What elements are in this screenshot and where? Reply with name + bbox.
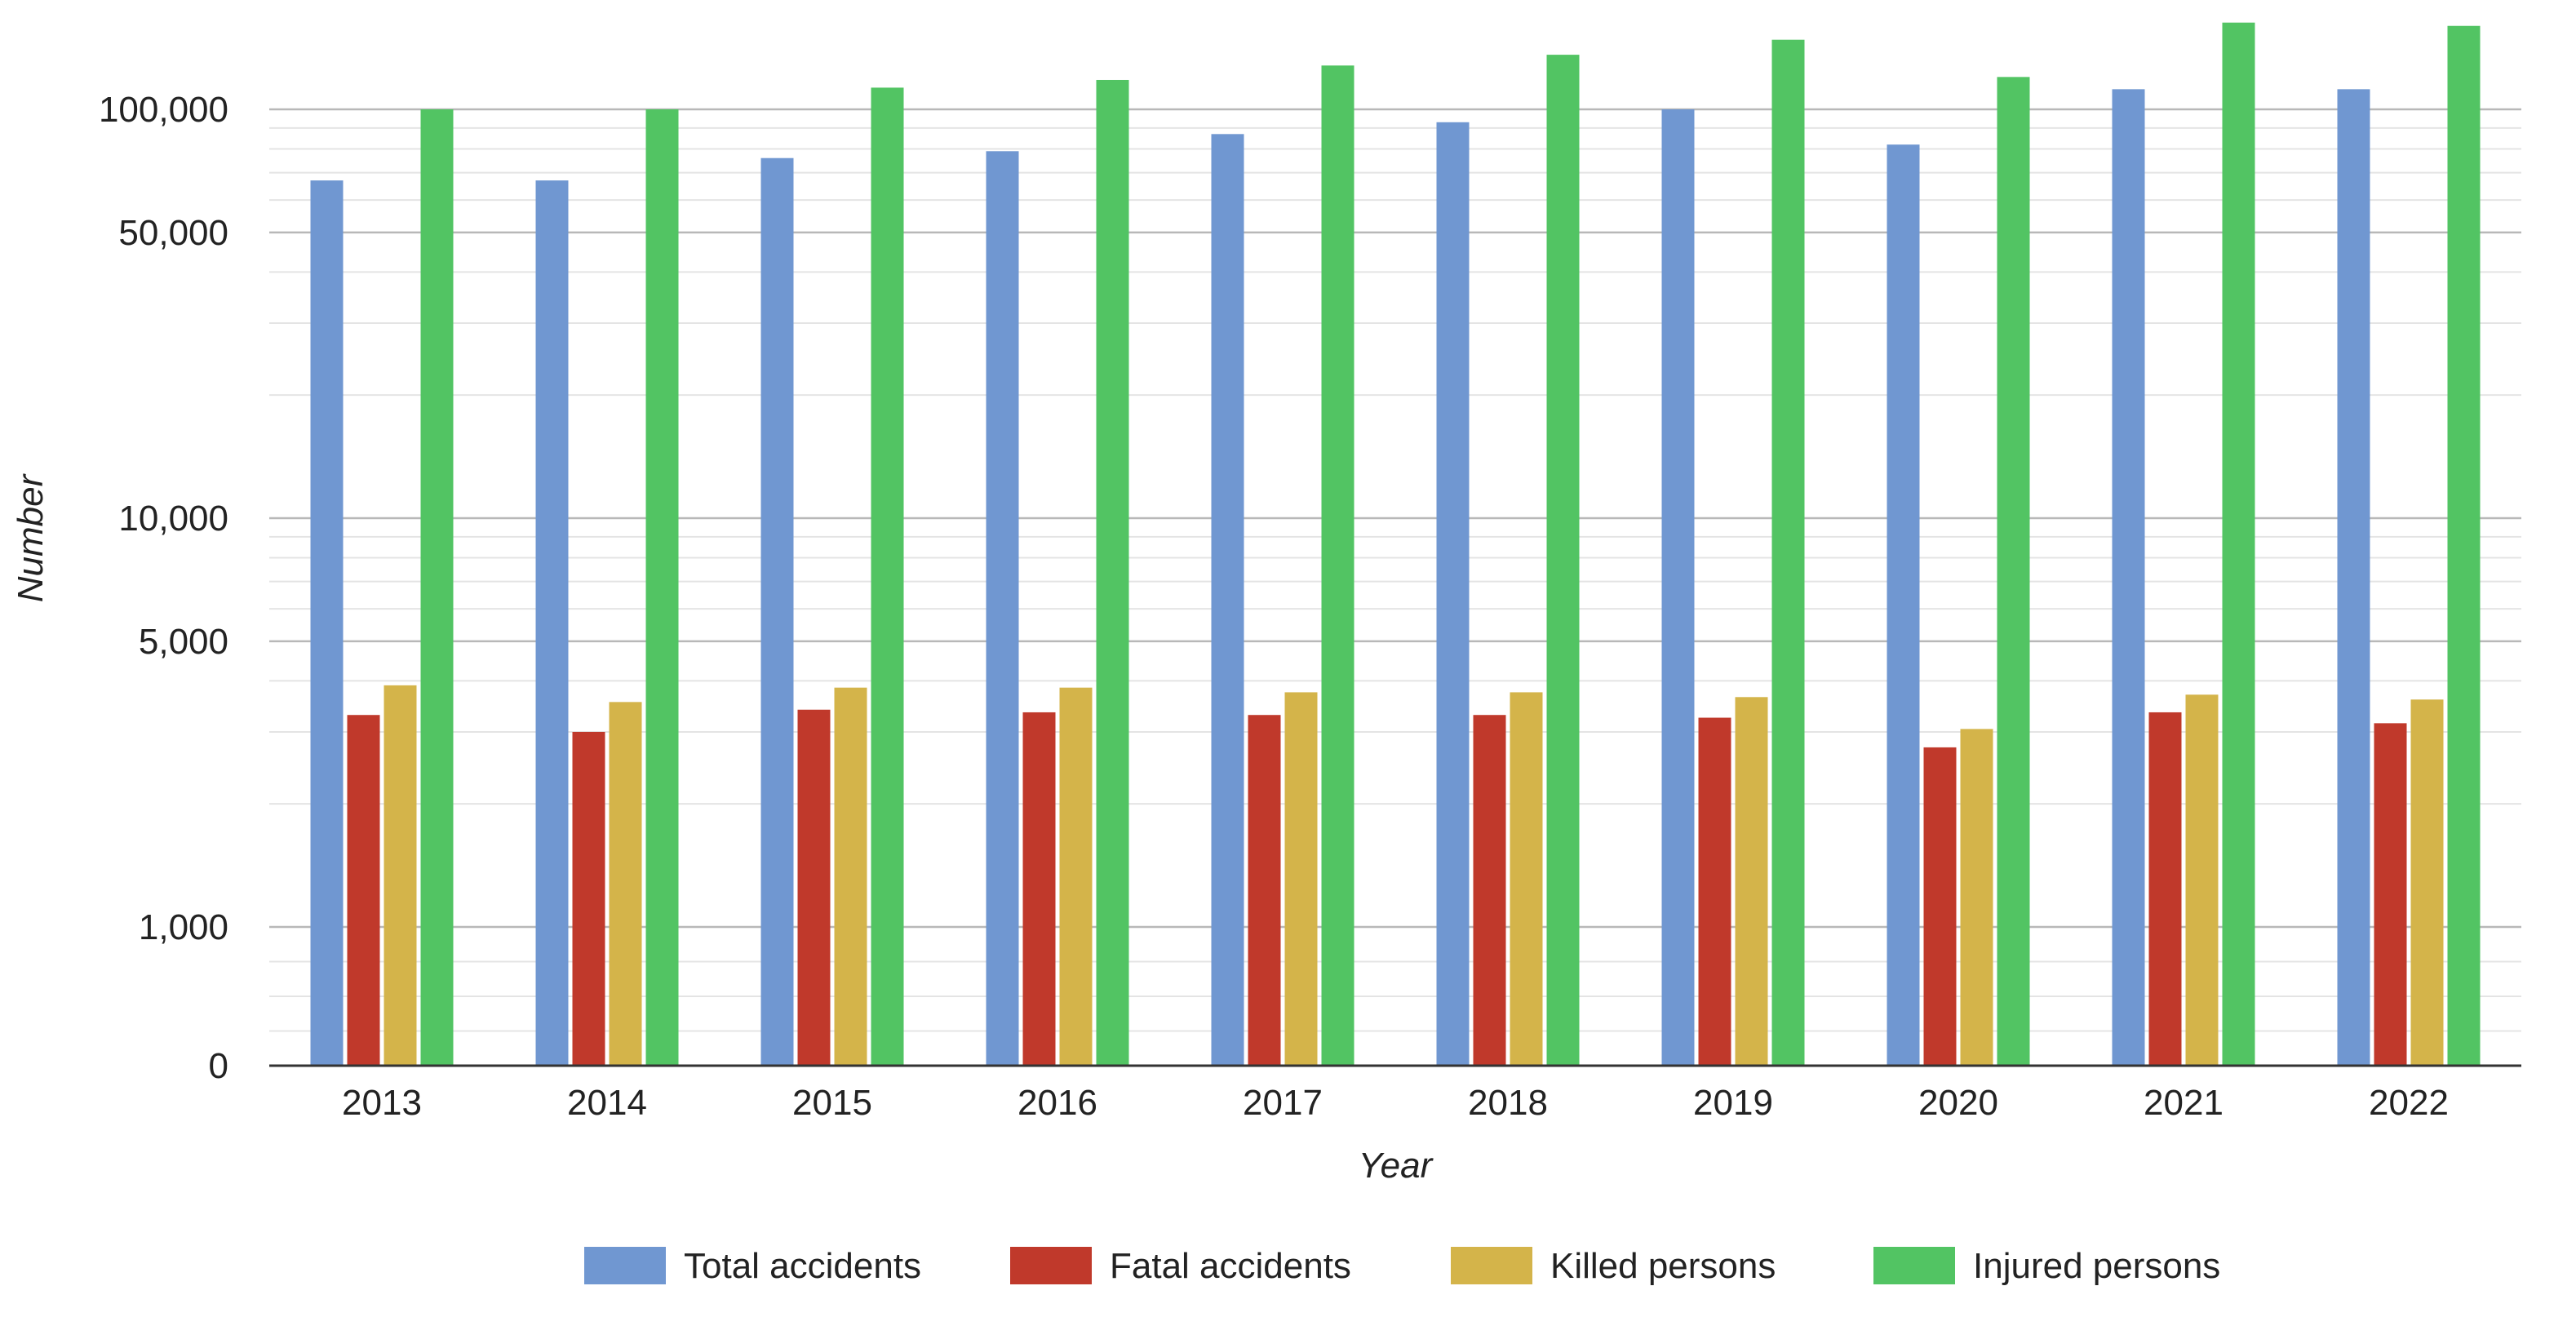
- bar-total-accidents-2015[interactable]: [760, 157, 794, 1066]
- bar-fatal-accidents-2015[interactable]: [797, 709, 831, 1066]
- bar-total-accidents-2018[interactable]: [1436, 122, 1470, 1066]
- bar-injured-persons-2021[interactable]: [2222, 22, 2255, 1066]
- x-axis-title: Year: [1359, 1146, 1434, 1186]
- bar-injured-persons-2022[interactable]: [2447, 25, 2481, 1066]
- y-tick-label: 50,000: [118, 213, 228, 253]
- bar-fatal-accidents-2020[interactable]: [1923, 747, 1957, 1066]
- legend-label: Injured persons: [1973, 1246, 2220, 1286]
- legend-item-killed-persons[interactable]: Killed persons: [1451, 1246, 1776, 1286]
- bar-total-accidents-2022[interactable]: [2337, 89, 2370, 1066]
- legend-label: Fatal accidents: [1110, 1246, 1351, 1286]
- bar-killed-persons-2022[interactable]: [2410, 699, 2444, 1066]
- x-tick-label: 2014: [567, 1083, 647, 1123]
- bar-total-accidents-2013[interactable]: [310, 180, 344, 1066]
- y-tick-label: 100,000: [99, 90, 228, 130]
- grid-lines: [269, 108, 2521, 1032]
- bar-total-accidents-2021[interactable]: [2112, 89, 2145, 1066]
- bar-injured-persons-2018[interactable]: [1546, 55, 1580, 1066]
- legend-label: Killed persons: [1550, 1246, 1776, 1286]
- bar-injured-persons-2014[interactable]: [645, 109, 679, 1066]
- bar-total-accidents-2016[interactable]: [986, 151, 1019, 1066]
- legend-label: Total accidents: [684, 1246, 921, 1286]
- bar-killed-persons-2017[interactable]: [1284, 692, 1318, 1066]
- bar-killed-persons-2018[interactable]: [1510, 692, 1543, 1066]
- bar-killed-persons-2019[interactable]: [1735, 697, 1768, 1066]
- legend-item-injured-persons[interactable]: Injured persons: [1873, 1246, 2220, 1286]
- bar-injured-persons-2015[interactable]: [871, 87, 904, 1066]
- bar-killed-persons-2015[interactable]: [834, 687, 867, 1066]
- legend: Total accidents Fatal accidents Killed per…: [584, 1246, 2220, 1286]
- y-tick-label: 10,000: [118, 499, 228, 539]
- bar-killed-persons-2014[interactable]: [609, 702, 642, 1066]
- bar-injured-persons-2016[interactable]: [1096, 79, 1129, 1066]
- bars: [310, 22, 2481, 1066]
- bar-injured-persons-2013[interactable]: [420, 109, 454, 1066]
- legend-swatch: [1451, 1247, 1532, 1284]
- bar-fatal-accidents-2017[interactable]: [1248, 715, 1281, 1066]
- bar-killed-persons-2020[interactable]: [1960, 729, 1993, 1066]
- legend-swatch: [1010, 1247, 1092, 1284]
- x-tick-label: 2017: [1243, 1083, 1323, 1123]
- bar-fatal-accidents-2013[interactable]: [347, 715, 380, 1066]
- bar-fatal-accidents-2018[interactable]: [1473, 715, 1506, 1066]
- bar-total-accidents-2020[interactable]: [1887, 144, 1920, 1066]
- axes: 0 1,000 5,000 10,000 50,000 100,000 2013 2014 20…: [11, 90, 2521, 1186]
- y-tick-label: 0: [209, 1046, 228, 1086]
- legend-item-fatal-accidents[interactable]: Fatal accidents: [1010, 1246, 1351, 1286]
- x-tick-label: 2020: [1918, 1083, 1998, 1123]
- bar-injured-persons-2017[interactable]: [1321, 65, 1355, 1066]
- legend-swatch: [584, 1247, 666, 1284]
- bar-injured-persons-2020[interactable]: [1997, 77, 2030, 1066]
- legend-swatch: [1873, 1247, 1955, 1284]
- bar-killed-persons-2021[interactable]: [2185, 694, 2219, 1066]
- bar-killed-persons-2016[interactable]: [1059, 687, 1093, 1066]
- bar-fatal-accidents-2021[interactable]: [2148, 712, 2182, 1066]
- bar-total-accidents-2017[interactable]: [1211, 134, 1244, 1066]
- x-tick-label: 2018: [1468, 1083, 1548, 1123]
- x-tick-label: 2022: [2369, 1083, 2449, 1123]
- y-tick-label: 5,000: [139, 622, 228, 662]
- bar-fatal-accidents-2014[interactable]: [572, 731, 605, 1066]
- bar-fatal-accidents-2016[interactable]: [1022, 712, 1056, 1066]
- x-tick-label: 2015: [792, 1083, 872, 1123]
- bar-injured-persons-2019[interactable]: [1771, 39, 1805, 1066]
- x-tick-label: 2019: [1693, 1083, 1773, 1123]
- x-tick-label: 2021: [2144, 1083, 2224, 1123]
- x-tick-label: 2016: [1018, 1083, 1097, 1123]
- bar-total-accidents-2019[interactable]: [1661, 109, 1695, 1066]
- legend-item-total-accidents[interactable]: Total accidents: [584, 1246, 921, 1286]
- y-tick-label: 1,000: [139, 907, 228, 947]
- bar-fatal-accidents-2022[interactable]: [2374, 723, 2407, 1066]
- bar-total-accidents-2014[interactable]: [535, 180, 569, 1066]
- bar-fatal-accidents-2019[interactable]: [1698, 717, 1731, 1066]
- y-axis-title: Number: [11, 472, 51, 602]
- bar-killed-persons-2013[interactable]: [384, 685, 417, 1066]
- x-tick-label: 2013: [342, 1083, 422, 1123]
